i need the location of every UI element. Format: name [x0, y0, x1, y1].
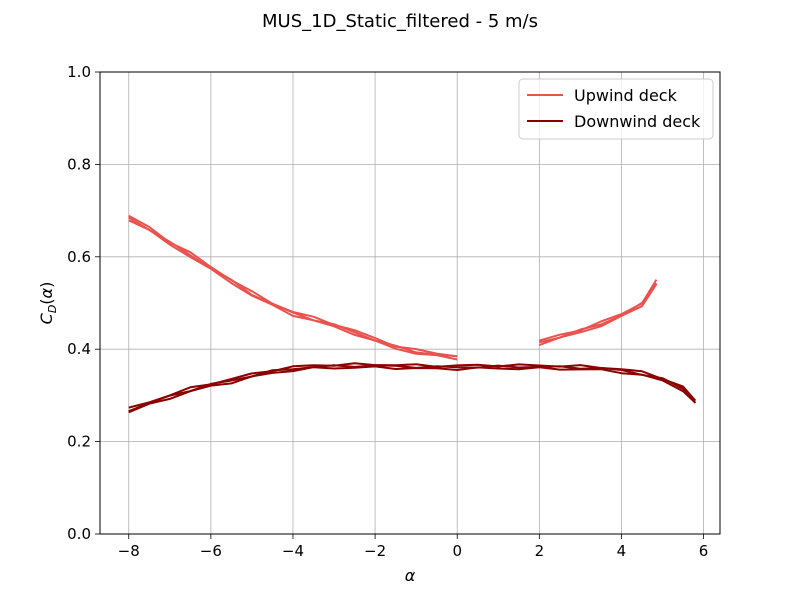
plot-area-frame: [99, 71, 721, 535]
upwind-deck-trace: [538, 283, 658, 347]
x-tick-label: 4: [617, 542, 627, 560]
y-tick-label: 0.6: [67, 248, 91, 266]
x-tick-label: −8: [118, 542, 140, 560]
legend-label-upwind: Upwind deck: [574, 86, 678, 105]
x-axis-label: α: [405, 566, 416, 585]
chart-title: MUS_1D_Static_filtered - 5 m/s: [262, 11, 538, 32]
x-axis-ticks: −8 −6 −4 −2 0 2 4 6: [118, 534, 709, 560]
legend-label-downwind: Downwind deck: [574, 112, 701, 131]
upwind-deck-trace: [128, 214, 458, 358]
downwind-deck-trace: [128, 364, 697, 413]
x-tick-label: 2: [535, 542, 545, 560]
x-tick-label: 6: [699, 542, 709, 560]
y-axis-ticks: 0.0 0.2 0.4 0.6 0.8 1.0: [67, 63, 100, 543]
legend: Upwind deck Downwind deck: [518, 78, 714, 140]
downwind-deck-trace: [128, 362, 697, 409]
y-axis-label: CD(α): [37, 282, 59, 325]
y-tick-label: 0.4: [67, 340, 91, 358]
grid-lines: [100, 71, 720, 535]
upwind-deck-trace: [128, 219, 458, 361]
legend-box: [518, 78, 714, 140]
upwind-deck-trace: [539, 279, 658, 342]
data-traces: [128, 214, 697, 414]
upwind-deck-trace: [539, 282, 658, 344]
y-tick-label: 0.2: [67, 433, 91, 451]
y-tick-label: 1.0: [67, 63, 91, 81]
x-tick-label: −6: [200, 542, 222, 560]
x-tick-label: −2: [364, 542, 386, 560]
y-tick-label: 0.0: [67, 525, 91, 543]
x-tick-label: 0: [452, 542, 462, 560]
x-tick-label: −4: [282, 542, 304, 560]
downwind-deck-trace: [128, 365, 697, 414]
y-tick-label: 0.8: [67, 155, 91, 173]
